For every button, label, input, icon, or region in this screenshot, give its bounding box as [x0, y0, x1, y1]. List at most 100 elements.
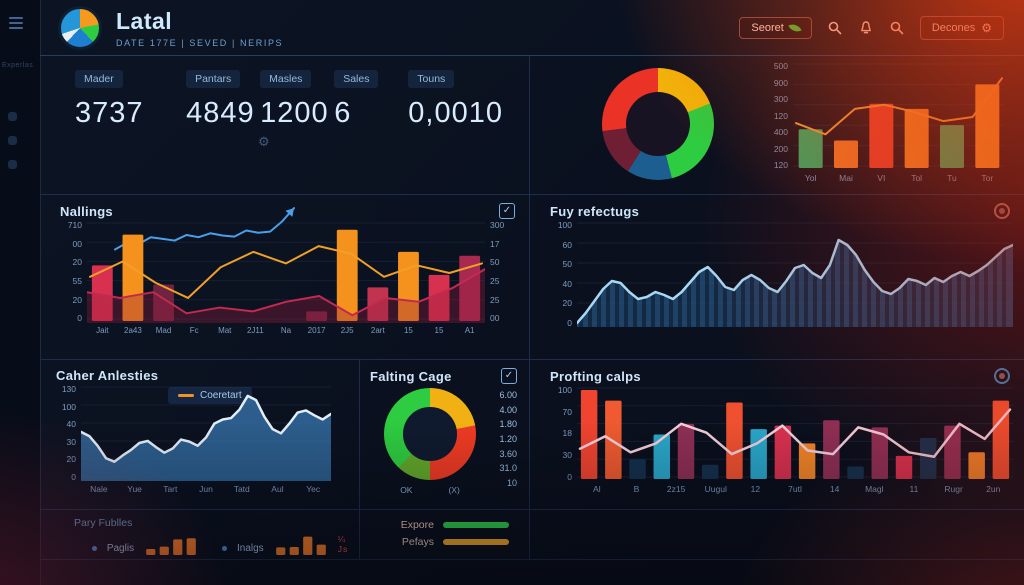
- x-axis-tick: Mat: [218, 326, 232, 335]
- section-title: Pary Fublles: [74, 517, 133, 529]
- bullet-icon: [222, 546, 227, 551]
- y-axis-tick: 100: [557, 220, 572, 230]
- falting-donut-wrap: OK (X): [384, 388, 476, 495]
- sidebar-item-icon[interactable]: [8, 136, 17, 145]
- kpi-panel: Mader 3737 Pantars 4849 Masles 1200 Sale…: [40, 55, 530, 251]
- caher-area-chart: [79, 385, 333, 481]
- fuy-chart-row: 100 60 50 40 20 0: [530, 219, 1024, 327]
- value-tick: 4.00: [499, 404, 517, 415]
- kpi-value: 6: [334, 97, 352, 129]
- y-axis-tick: 00: [490, 313, 500, 324]
- kpi-label: Pantars: [186, 70, 241, 88]
- page-title: Latal: [116, 7, 173, 34]
- x-axis-tick: VI: [877, 173, 886, 183]
- kpi-value: 1200: [260, 97, 329, 129]
- decones-button-label: Decones: [931, 21, 976, 34]
- caher-y-axis: 130 100 40 30 20 0: [48, 385, 81, 481]
- y-axis-tick: 50: [490, 257, 500, 268]
- y-axis-tick: 100: [557, 385, 572, 395]
- y-axis-tick: 0: [567, 471, 572, 482]
- kpi-label: Sales: [334, 70, 379, 88]
- value-tick: 1.80: [499, 419, 517, 430]
- section-title: Caher Anlesties: [56, 368, 159, 383]
- y-axis-tick: 40: [562, 278, 572, 289]
- nallings-y-axis-left: 710 00 20 55 20 0: [56, 221, 87, 323]
- target-ring-icon[interactable]: [994, 203, 1010, 219]
- legend-label[interactable]: Pefays: [401, 536, 434, 548]
- legend-label[interactable]: Paglis: [106, 543, 135, 554]
- profting-chart-row: 100 70 18 30 0 Al B 2z15 Uugul 12 7utl 14 Magl 11 Rug…: [530, 384, 1024, 494]
- nallings-panel: Nallings ✓ 710 00 20 55 20 0 Jait 2a43 Mad Fc Mat…: [40, 195, 530, 360]
- y-axis-tick: 100: [61, 401, 76, 412]
- bell-icon[interactable]: [858, 20, 874, 36]
- nallings-head: Nallings ✓: [40, 195, 529, 219]
- x-axis-tick: Jait: [96, 326, 109, 335]
- y-axis-tick: 70: [562, 406, 572, 417]
- sidebar-item-icon[interactable]: [8, 160, 17, 169]
- app-logo[interactable]: [58, 5, 102, 50]
- x-axis-tick: Rugr: [944, 484, 963, 494]
- profting-head: Profting calps: [530, 360, 1024, 384]
- x-axis-tick: 2J11: [246, 326, 264, 335]
- kpi-label: Masles: [260, 70, 312, 88]
- legend-label[interactable]: Expore: [400, 519, 434, 531]
- profting-x-axis: Al B 2z15 Uugul 12 7utl 14 Magl 11 Rugr 2un: [577, 484, 1013, 494]
- leaf-icon: [788, 20, 802, 35]
- empty-panel: [530, 510, 1024, 560]
- seoret-button[interactable]: Seoret: [739, 16, 812, 39]
- export-row: Expore: [360, 519, 529, 531]
- x-axis-tick: 2017: [307, 326, 326, 335]
- caher-head: Caher Anlesties: [40, 360, 359, 383]
- x-axis-tick: Aul: [271, 484, 284, 494]
- x-axis-tick: B: [633, 484, 640, 494]
- checkbox-checked-icon[interactable]: ✓: [501, 368, 517, 384]
- sidebar-item-icon[interactable]: [8, 112, 17, 121]
- status-badge: ¼ Js: [337, 534, 349, 554]
- pary-panel: Pary Fublles Paglis Inalgs ¼ Js: [40, 510, 360, 560]
- y-axis-tick: 30: [66, 436, 76, 447]
- y-axis-tick: 60: [562, 239, 572, 250]
- checkbox-checked-icon[interactable]: ✓: [499, 203, 515, 219]
- kpi-value: 3737: [75, 97, 144, 129]
- x-axis-tick: 14: [829, 484, 840, 494]
- section-title: Nallings: [60, 203, 113, 219]
- y-axis-tick: 120: [773, 160, 788, 171]
- header-controls: Seoret Decones ⚙: [739, 15, 1024, 40]
- y-axis-tick: 300: [490, 220, 505, 230]
- target-ring-icon[interactable]: [994, 368, 1010, 384]
- kpi-mader: Mader 3737: [75, 69, 186, 130]
- kpi-label: Mader: [75, 70, 123, 88]
- overview-body: 500 900 300 120 400 200 120 Yol Mai VI Tol Tu Tor: [530, 55, 1024, 194]
- value-tick: 3.60: [499, 448, 517, 459]
- x-axis-tick: Yec: [306, 484, 321, 494]
- x-axis-tick: Magl: [865, 484, 884, 494]
- menu-icon[interactable]: [9, 14, 23, 32]
- profting-combo-chart: [577, 386, 1013, 481]
- overview-donut-chart: [602, 68, 714, 180]
- fuy-area-chart: [575, 221, 1015, 327]
- kpi-sales: Sales 6: [334, 69, 408, 130]
- section-title: Fuy refectugs: [550, 203, 640, 219]
- x-axis-tick: 2a43: [124, 326, 142, 335]
- search-icon-2[interactable]: [889, 20, 905, 36]
- search-icon[interactable]: [827, 20, 843, 36]
- kpi-touns: Touns 0,0010: [408, 69, 503, 130]
- legend-label[interactable]: Inalgs: [237, 543, 264, 554]
- overview-bars-chart: [793, 62, 1005, 170]
- kpi-value: 4849: [186, 97, 255, 129]
- x-axis-tick: Tol: [911, 173, 923, 183]
- x-axis-tick: 7utl: [788, 484, 802, 494]
- section-title: Profting calps: [550, 368, 641, 384]
- kpi-label: Touns: [408, 70, 455, 88]
- caher-x-axis: Nale Yue Tart Jun Tatd Aul Yec: [81, 484, 331, 494]
- overview-bars-block: 500 900 300 120 400 200 120 Yol Mai VI Tol Tu Tor: [762, 62, 1005, 194]
- x-axis-tick: 12: [750, 484, 761, 494]
- y-axis-tick: 0: [77, 313, 82, 324]
- y-axis-tick: 55: [72, 276, 82, 287]
- kpi-row: Mader 3737 Pantars 4849 Masles 1200 Sale…: [40, 55, 529, 130]
- fuy-head: Fuy refectugs: [530, 195, 1024, 219]
- decones-button[interactable]: Decones ⚙: [919, 15, 1004, 40]
- y-axis-tick: 25: [490, 276, 500, 287]
- y-axis-tick: 400: [773, 127, 788, 138]
- x-axis-tick: 2z15: [666, 484, 686, 494]
